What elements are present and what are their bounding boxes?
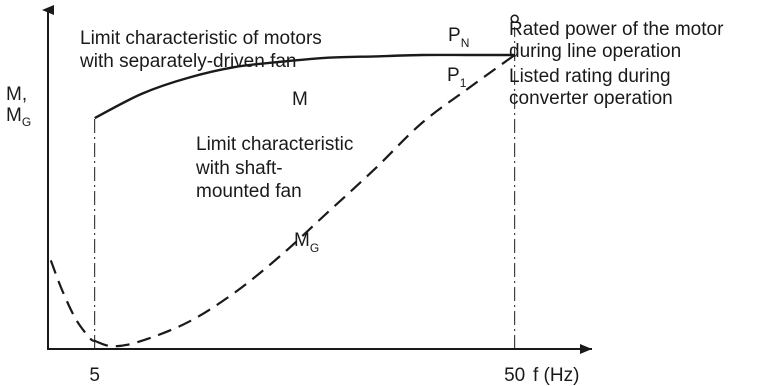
- x-axis-label: f (Hz): [533, 365, 579, 386]
- p1-legend-line1: Listed rating during: [509, 66, 671, 87]
- mg-curve-annotation-line1: Limit characteristic: [196, 134, 353, 155]
- x-tick-label-50: 50: [504, 365, 525, 386]
- curve-m-separately-driven-fan: [94, 53, 515, 120]
- m-curve-annotation-line2: with separately-driven fan: [79, 51, 297, 72]
- pn-open-circle-marker: [510, 14, 519, 24]
- m-curve-label: M: [292, 89, 308, 110]
- p1-legend-line2: converter operation: [509, 88, 673, 109]
- pn-label: PN: [448, 25, 469, 50]
- m-curve-annotation-line1: Limit characteristic of motors: [80, 28, 322, 49]
- p1-label: P1: [447, 65, 467, 90]
- pn-legend-line1: Rated power of the motor: [509, 19, 724, 40]
- mg-curve-annotation-line3: mounted fan: [196, 181, 302, 202]
- initial-dashed-segment: [49, 260, 96, 342]
- pn-legend-line2: during line operation: [509, 41, 681, 62]
- y-axis-label-m: M,: [6, 84, 27, 105]
- x-tick-label-5: 5: [89, 365, 100, 386]
- mg-curve-annotation-line2: with shaft-: [195, 158, 283, 179]
- y-axis-label-mg: MG: [6, 105, 31, 129]
- curve-mg-shaft-mounted-fan: [94, 54, 516, 348]
- mg-curve-label: MG: [294, 230, 319, 255]
